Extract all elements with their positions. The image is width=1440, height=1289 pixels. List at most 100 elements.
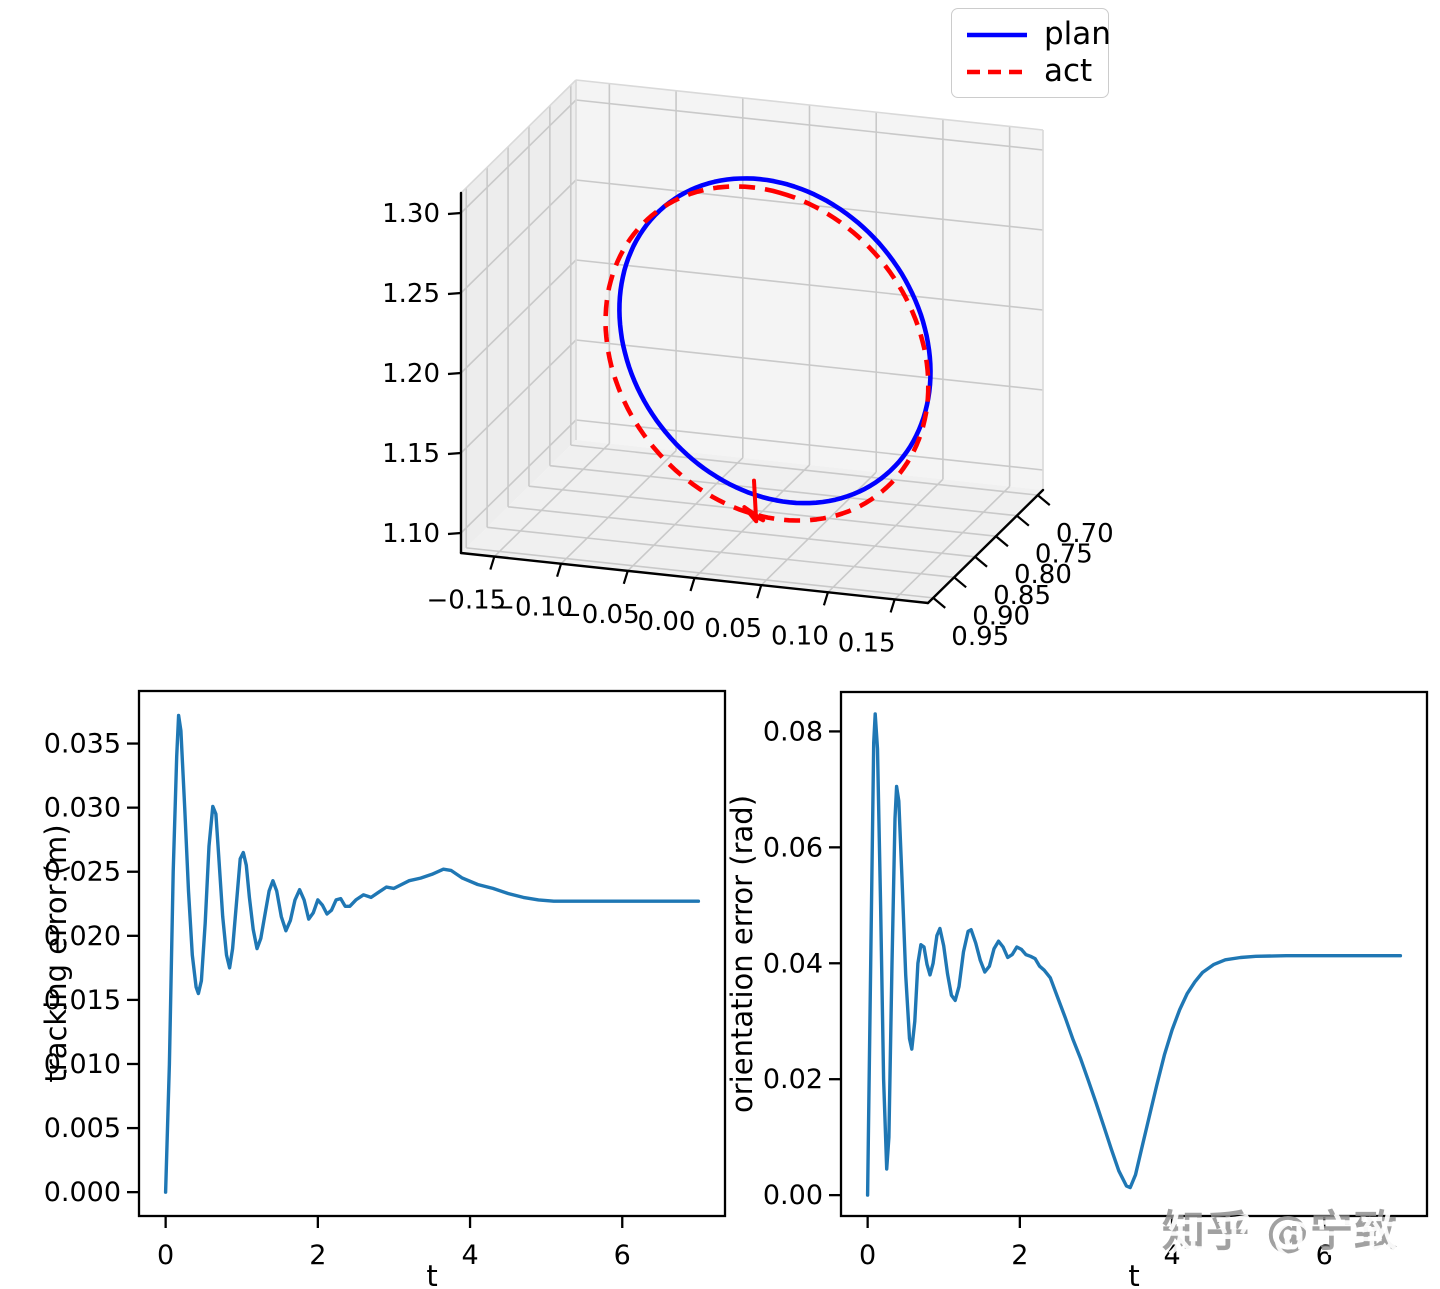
legend-label-act: act (1044, 53, 1093, 89)
tick (822, 591, 829, 606)
grid-line (575, 339, 1044, 391)
tick (447, 451, 462, 456)
grid-line (693, 464, 811, 579)
legend: plan act (951, 8, 1111, 98)
y-tick-label: 0.030 (44, 793, 121, 824)
tick (447, 371, 462, 376)
y-axis-label: orientation error (rad) (725, 795, 759, 1113)
grid-line (460, 259, 577, 374)
trajectory-plan (617, 176, 933, 506)
x-tick-label: 4 (1163, 1240, 1180, 1271)
plan-line-sample (967, 32, 1027, 37)
tick (995, 535, 1009, 548)
tick (974, 555, 988, 568)
y-tick-label: 0.035 (44, 729, 121, 760)
plot-orientation-error: 0 2 4 6 0.00 0.02 0.04 0.06 0.08 t orientation err… (725, 690, 1429, 1289)
y3d-tick-label: 0.95 (951, 622, 1009, 652)
z3d-tick-label: 1.10 (382, 519, 440, 549)
tick (622, 570, 629, 585)
z3d-tick-label: 1.25 (382, 279, 440, 309)
y-tick-label: 0.08 (763, 716, 823, 747)
x3d-tick-label: 0.00 (638, 607, 696, 637)
x3d-tick-label: −0.05 (560, 600, 640, 630)
orientation-error-line (865, 712, 1403, 1197)
grid-line (575, 259, 1044, 311)
y3d-tick-label: 0.80 (1014, 560, 1072, 590)
tick (1037, 494, 1051, 506)
x-tick-label: 0 (859, 1240, 876, 1271)
x-tick-label: 6 (1316, 1240, 1333, 1271)
x-axis-label: t (426, 1259, 437, 1289)
grid-line (460, 179, 577, 294)
grid-line (460, 339, 577, 454)
x3d-tick-label: −0.10 (493, 593, 573, 623)
grid-line (894, 485, 1011, 600)
z3d-tick-label: 1.15 (382, 439, 440, 469)
legend-label-plan: plan (1044, 16, 1111, 52)
x3d-tick-label: 0.05 (704, 614, 762, 644)
y-tick-label: 0.04 (763, 948, 823, 979)
y-tick-label: 0.005 (44, 1113, 121, 1144)
tick (689, 577, 696, 592)
tick (447, 211, 462, 216)
plot-3d-trajectory: −0.15−0.10−0.050.00 0.05 0.10 0.150.700.750… (382, 79, 1114, 658)
act-start-transient (742, 478, 766, 524)
grid-line (493, 443, 610, 558)
grid-line (627, 457, 744, 572)
y-tick-label: 0.025 (44, 857, 121, 888)
tick (932, 597, 946, 609)
grid-line (460, 419, 577, 534)
x-axis-label: t (1128, 1259, 1139, 1289)
x3d-tick-label: 0.15 (838, 628, 896, 658)
grid-line (570, 444, 1038, 496)
tick (756, 584, 763, 599)
grid-line (487, 526, 955, 579)
grid-line (575, 99, 1044, 151)
y-tick-label: 0.000 (44, 1177, 121, 1208)
grid-line (528, 485, 997, 538)
tick (1016, 514, 1030, 527)
x-tick-label: 4 (461, 1240, 478, 1271)
tick (447, 531, 462, 536)
tick (556, 563, 563, 578)
grid-line (549, 464, 1017, 517)
pane-edge (460, 79, 577, 194)
z3d-tick-label: 1.30 (382, 199, 440, 229)
tick (889, 599, 896, 613)
grid-line (575, 419, 1044, 471)
y-tick-label: 0.020 (44, 921, 121, 952)
y-tick-label: 0.06 (763, 832, 823, 863)
act-line-sample (967, 69, 1027, 74)
y3d-tick-label: 0.75 (1035, 540, 1093, 570)
y-tick-label: 0.00 (763, 1180, 823, 1211)
y-tick-label: 0.015 (44, 985, 121, 1016)
x-tick-label: 6 (614, 1240, 631, 1271)
y-axis-label: tracking error (m) (39, 824, 73, 1082)
pane-edge (575, 79, 1044, 131)
legend-item-act: act (965, 56, 1108, 87)
grid-line (460, 99, 577, 214)
grid-line (507, 505, 976, 558)
x-tick-label: 0 (157, 1240, 174, 1271)
y-tick-label: 0.010 (44, 1049, 121, 1080)
y3d-tick-label: 0.70 (1056, 519, 1114, 549)
z3d-tick-label: 1.20 (382, 359, 440, 389)
tick (953, 576, 967, 589)
y3d-tick-label: 0.85 (993, 581, 1051, 611)
tracking-error-line (163, 713, 701, 1194)
y3d-tick-label: 0.90 (972, 601, 1030, 631)
axis-line (926, 488, 1045, 605)
y-tick-label: 0.02 (763, 1064, 823, 1095)
grid-line (560, 450, 677, 565)
grid-line (827, 478, 944, 593)
tracking-error-axes-frame (137, 689, 727, 1218)
x3d-tick-label: −0.15 (427, 586, 507, 616)
x3d-tick-label: 0.10 (771, 621, 829, 651)
x-tick-label: 2 (309, 1240, 326, 1271)
plot-tracking-error: 0 2 4 6 0.000 0.005 0.010 0.015 0.020 0.025 0.030 0… (39, 689, 727, 1289)
tick (489, 556, 496, 570)
x-tick-label: 2 (1011, 1240, 1028, 1271)
grid-line (466, 547, 934, 599)
